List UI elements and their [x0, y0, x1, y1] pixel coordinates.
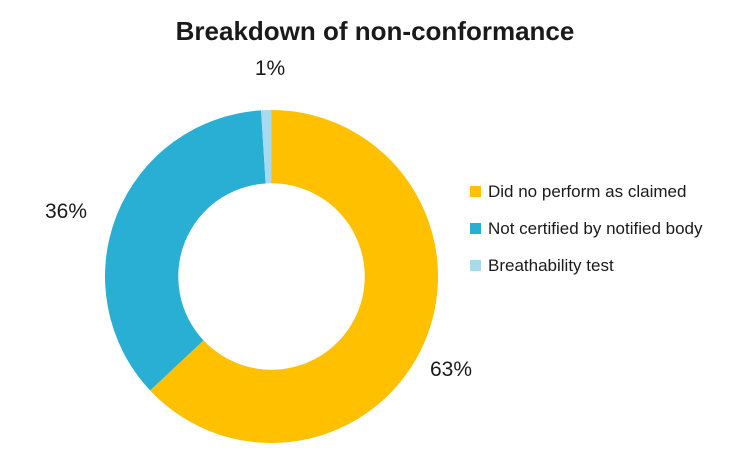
- donut-slice: [261, 110, 272, 184]
- donut-slice: [150, 110, 439, 444]
- legend-item-breathability: Breathability test: [470, 254, 703, 277]
- chart-title: Breakdown of non-conformance: [175, 16, 575, 46]
- legend: Did no perform as claimed Not certified …: [470, 180, 703, 277]
- legend-label: Not certified by notified body: [488, 218, 703, 238]
- donut-slice: [105, 110, 266, 391]
- legend-swatch-blue-icon: [470, 223, 481, 234]
- legend-label: Did no perform as claimed: [488, 181, 687, 201]
- data-label-did-no-perform: 63%: [429, 358, 473, 381]
- legend-item-not-certified: Not certified by notified body: [470, 217, 703, 240]
- legend-item-did-no-perform: Did no perform as claimed: [470, 180, 703, 203]
- data-label-breathability: 1%: [254, 57, 286, 80]
- legend-label: Breathability test: [488, 255, 614, 275]
- legend-swatch-lightblue-icon: [470, 260, 481, 271]
- legend-swatch-yellow-icon: [470, 186, 481, 197]
- data-label-not-certified: 36%: [44, 200, 88, 223]
